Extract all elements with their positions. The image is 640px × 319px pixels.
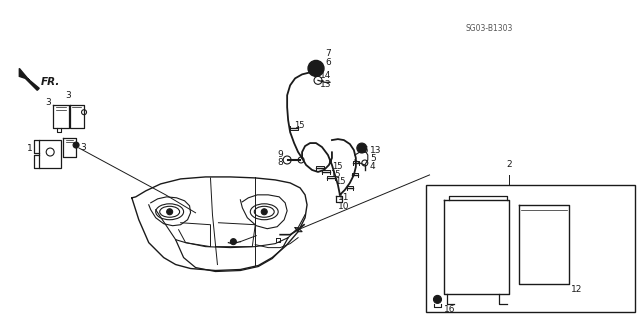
Text: 12: 12 (571, 285, 582, 294)
Text: 13: 13 (370, 145, 381, 154)
Text: 3: 3 (65, 91, 71, 100)
Circle shape (230, 239, 236, 245)
Bar (39, 140, 61, 168)
Text: 3: 3 (45, 98, 51, 107)
Circle shape (73, 142, 79, 148)
Bar (426, 185, 635, 312)
Circle shape (166, 209, 173, 215)
Text: 4: 4 (370, 162, 376, 172)
Text: 7: 7 (325, 49, 331, 58)
Text: FR.: FR. (41, 77, 61, 87)
Text: 15: 15 (335, 177, 346, 186)
Text: 10: 10 (338, 202, 349, 211)
Polygon shape (19, 68, 39, 90)
Text: 8: 8 (277, 159, 283, 167)
Text: 15: 15 (332, 162, 342, 172)
Circle shape (433, 295, 442, 303)
Text: 2: 2 (506, 160, 512, 169)
Text: 3: 3 (80, 143, 86, 152)
Circle shape (357, 143, 367, 153)
Text: 5: 5 (370, 153, 376, 162)
Text: 6: 6 (325, 58, 331, 67)
Text: 14: 14 (320, 71, 332, 80)
Text: 16: 16 (444, 305, 455, 314)
Text: 1: 1 (28, 144, 33, 152)
Text: 15: 15 (330, 170, 340, 179)
Text: 15: 15 (294, 121, 305, 130)
Circle shape (261, 209, 268, 215)
Text: 15: 15 (358, 145, 369, 154)
Text: 13: 13 (320, 80, 332, 89)
Text: SG03-B1303: SG03-B1303 (465, 24, 513, 33)
Text: 11: 11 (338, 193, 349, 202)
Circle shape (308, 60, 324, 76)
Text: 9: 9 (277, 150, 283, 159)
